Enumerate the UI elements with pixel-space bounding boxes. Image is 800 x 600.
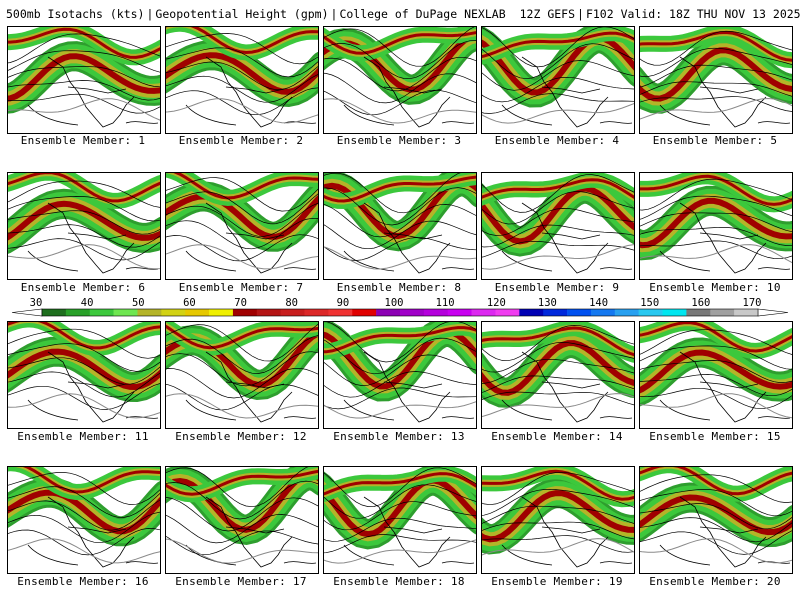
ensemble-member-caption: Ensemble Member: 12 [175, 430, 307, 443]
colorbar-swatch [209, 309, 234, 316]
header-forecast: F102 Valid: 18Z THU NOV 13 2025 [585, 7, 800, 21]
ensemble-member-map [481, 321, 635, 429]
colorbar-swatch [567, 309, 592, 316]
ensemble-member-caption: Ensemble Member: 6 [20, 281, 146, 294]
colorbar-swatch [543, 309, 568, 316]
ensemble-member-map [639, 466, 793, 574]
ensemble-member-map [7, 26, 161, 134]
ensemble-member-map [165, 466, 319, 574]
colorbar-tick-label: 100 [385, 297, 404, 309]
colorbar-tick-label: 60 [183, 297, 196, 309]
colorbar-swatch [734, 309, 759, 316]
ensemble-member-map [481, 26, 635, 134]
colorbar-tick-label: 70 [234, 297, 247, 309]
colorbar-swatch [65, 309, 91, 316]
colorbar-tick-label: 120 [487, 297, 506, 309]
colorbar-right-arrow [757, 308, 789, 317]
colorbar-swatch [614, 309, 639, 316]
ensemble-member-caption: Ensemble Member: 13 [333, 430, 465, 443]
ensemble-member-map [7, 321, 161, 429]
ensemble-member-caption: Ensemble Member: 17 [175, 575, 307, 588]
colorbar-tick-label: 30 [30, 297, 43, 309]
colorbar-swatch [89, 309, 114, 316]
ensemble-member-map [323, 321, 477, 429]
ensemble-member-map [323, 26, 477, 134]
colorbar-swatch [42, 309, 67, 316]
ensemble-member-map [639, 26, 793, 134]
colorbar-swatch [638, 309, 663, 316]
ensemble-member-caption: Ensemble Member: 4 [494, 134, 620, 147]
map-header: 500mb Isotachs (kts) | Geopotential Height… [6, 7, 800, 21]
ensemble-member-caption: Ensemble Member: 10 [649, 281, 781, 294]
colorbar-swatch [280, 309, 305, 316]
ensemble-member-caption: Ensemble Member: 7 [178, 281, 304, 294]
ensemble-member-map [323, 466, 477, 574]
colorbar-left-arrow [11, 308, 43, 317]
colorbar-swatch [113, 309, 138, 316]
header-run: 12Z GEFS [519, 7, 576, 21]
colorbar-swatch [185, 309, 210, 316]
isotach-colorbar: 30 40 50 60 70 80 90 100 110 120 130 140 150 160 170 [6, 297, 794, 319]
ensemble-member-caption: Ensemble Member: 14 [491, 430, 623, 443]
ensemble-member-caption: Ensemble Member: 3 [336, 134, 462, 147]
ensemble-member-caption: Ensemble Member: 1 [20, 134, 146, 147]
ensemble-member-caption: Ensemble Member: 2 [178, 134, 304, 147]
colorbar-swatch [352, 309, 377, 316]
colorbar-swatch [423, 309, 449, 316]
colorbar-tick-label: 150 [640, 297, 659, 309]
ensemble-member-caption: Ensemble Member: 16 [17, 575, 149, 588]
colorbar-swatch [662, 309, 687, 316]
colorbar-swatch [590, 309, 616, 316]
ensemble-member-caption: Ensemble Member: 19 [491, 575, 623, 588]
colorbar-swatch [256, 309, 281, 316]
ensemble-member-caption: Ensemble Member: 20 [649, 575, 781, 588]
ensemble-member-caption: Ensemble Member: 15 [649, 430, 781, 443]
colorbar-swatch [710, 309, 735, 316]
ensemble-member-map [7, 466, 161, 574]
colorbar-tick-label: 160 [691, 297, 710, 309]
colorbar-swatch [519, 309, 544, 316]
colorbar-tick-label: 50 [132, 297, 145, 309]
ensemble-member-map [165, 172, 319, 280]
colorbar-swatch [495, 309, 520, 316]
ensemble-member-map [481, 172, 635, 280]
ensemble-member-caption: Ensemble Member: 8 [336, 281, 462, 294]
colorbar-tick-label: 130 [538, 297, 557, 309]
ensemble-member-map [639, 172, 793, 280]
colorbar-tick-label: 40 [81, 297, 94, 309]
colorbar-swatch [471, 309, 496, 316]
colorbar-tick-label: 140 [589, 297, 608, 309]
ensemble-member-caption: Ensemble Member: 18 [333, 575, 465, 588]
colorbar-tick-label: 110 [436, 297, 455, 309]
ensemble-member-caption: Ensemble Member: 11 [17, 430, 149, 443]
ensemble-member-caption: Ensemble Member: 5 [652, 134, 778, 147]
header-source: College of DuPage NEXLAB [339, 7, 506, 21]
header-variable2: Geopotential Height (gpm) [155, 7, 329, 21]
colorbar-swatch [304, 309, 329, 316]
colorbar-tick-label: 90 [337, 297, 350, 309]
colorbar-tick-label: 170 [743, 297, 762, 309]
colorbar-swatch [328, 309, 353, 316]
ensemble-member-map [165, 26, 319, 134]
ensemble-member-map [639, 321, 793, 429]
colorbar-swatch [400, 309, 425, 316]
colorbar-swatch [686, 309, 711, 316]
ensemble-member-map [7, 172, 161, 280]
colorbar-swatch [376, 309, 401, 316]
colorbar-swatch [232, 309, 258, 316]
colorbar-swatch [161, 309, 186, 316]
colorbar-swatch [447, 309, 472, 316]
ensemble-member-map [481, 466, 635, 574]
ensemble-member-caption: Ensemble Member: 9 [494, 281, 620, 294]
header-variable: 500mb Isotachs (kts) [6, 7, 145, 21]
colorbar-swatch [137, 309, 162, 316]
ensemble-member-map [323, 172, 477, 280]
ensemble-member-map [165, 321, 319, 429]
colorbar-tick-label: 80 [285, 297, 298, 309]
